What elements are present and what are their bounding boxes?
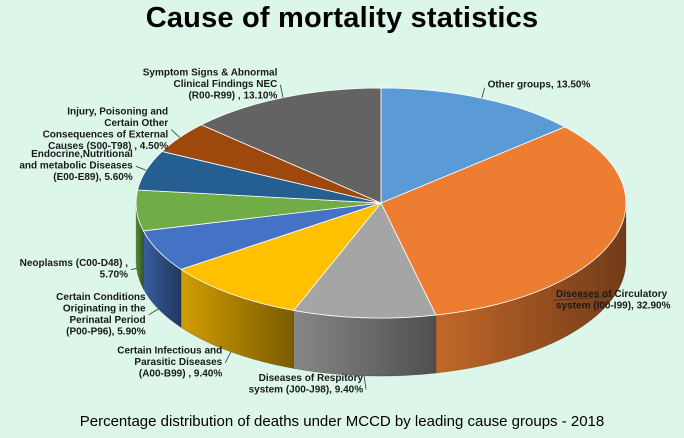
leader-line-certain-conditions-originating-in-the-pe (148, 308, 159, 316)
data-label-symptom-signs-abnormal-clinical-findings: Symptom Signs & Abnormal Clinical Finding… (143, 68, 278, 102)
leader-line-diseases-of-circulatory-system-i00-i99-3 (552, 295, 615, 301)
chart-title: Cause of mortality statistics (145, 2, 539, 34)
pie-side-diseases-of-respitory-system-j00-j98-9-4 (293, 310, 437, 377)
data-label-injury-poisoning-and-certain-other-conse: Injury, Poisoning and Certain Other Conseq… (43, 106, 169, 152)
leader-line-certain-infectious-and-parasitic-disease (224, 351, 232, 364)
leader-line-symptom-signs-abnormal-clinical-findings (280, 84, 284, 98)
data-label-endocrine-nutritional-and-metabolic-dise: Endocrine,Nutritional and metabolic Disea… (19, 149, 133, 183)
leader-line-other-groups-13-50 (481, 87, 485, 99)
data-label-diseases-of-circulatory-system-i00-i99-3: Diseases of Circulatory system (I00-I99),… (556, 289, 671, 312)
data-label-certain-infectious-and-parasitic-disease: Certain Infectious and Parasitic Diseases… (117, 346, 222, 380)
chart-subtitle: Percentage distribution of deaths under … (79, 413, 605, 430)
pie-slice-other-groups-13-50 (380, 87, 566, 204)
data-label-neoplasms-c00-d48-5-70: Neoplasms (C00-D48) , 5.70% (20, 258, 129, 281)
data-label-other-groups-13-50: Other groups, 13.50% (488, 80, 591, 91)
pie-top-faces (135, 87, 627, 319)
pie-slice-certain-infectious-and-parasitic-disease (180, 202, 383, 311)
data-label-certain-conditions-originating-in-the-pe: Certain Conditions Originating in the Peri… (56, 292, 146, 338)
pie-slice-diseases-of-respitory-system-j00-j98-9-4 (292, 202, 437, 319)
pie-labels: Other groups, 13.50% Diseases of Circulat… (19, 68, 670, 396)
leader-line-injury-poisoning-and-certain-other-conse (170, 129, 180, 138)
leader-line-endocrine-nutritional-and-metabolic-dise (135, 165, 147, 171)
pie-slice-diseases-of-circulatory-system-i00-i99-3 (380, 126, 627, 316)
leader-line-diseases-of-respitory-system-j00-j98-9-4 (363, 375, 367, 390)
data-label-diseases-of-respitory-system-j00-j98-9-4: Diseases of Respitory system (J00-J98), 9… (249, 373, 364, 396)
leader-line-neoplasms-c00-d48-5-70 (130, 268, 137, 270)
